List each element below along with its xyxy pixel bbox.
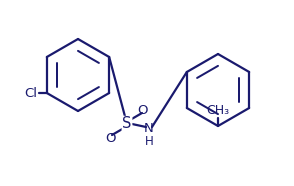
Text: O: O [106, 132, 116, 145]
Text: CH₃: CH₃ [206, 104, 230, 117]
Text: O: O [138, 103, 148, 116]
Text: S: S [122, 116, 132, 132]
Text: N: N [144, 121, 154, 134]
Text: H: H [145, 135, 153, 148]
Text: Cl: Cl [24, 86, 37, 100]
